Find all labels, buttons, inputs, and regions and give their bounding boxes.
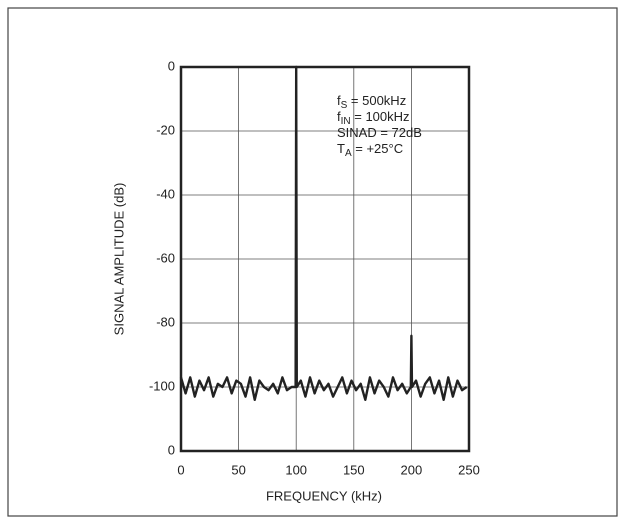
x-axis-label: FREQUENCY (kHz) bbox=[266, 488, 382, 503]
annotation-subscript: A bbox=[345, 148, 352, 159]
annotation-symbol: SINAD bbox=[337, 125, 377, 140]
x-tick-label: 150 bbox=[343, 462, 365, 477]
annotation-symbol: f bbox=[337, 93, 341, 108]
y-axis-label: SIGNAL AMPLITUDE (dB) bbox=[111, 183, 126, 336]
annotation: fS = 500kHz bbox=[337, 93, 406, 110]
x-tick-label: 250 bbox=[458, 462, 480, 477]
signal-line bbox=[179, 65, 468, 401]
x-tick-label: 50 bbox=[231, 462, 245, 477]
annotation-text: = 100kHz bbox=[351, 109, 410, 124]
plot-border bbox=[179, 65, 471, 453]
annotation: fIN = 100kHz bbox=[337, 109, 410, 126]
y-tick-label: 0 bbox=[168, 442, 175, 457]
annotation-subscript: S bbox=[341, 100, 348, 111]
annotation: SINAD = 72dB bbox=[337, 125, 422, 140]
annotation-subscript: IN bbox=[341, 116, 351, 127]
y-tick-label: -60 bbox=[156, 250, 175, 265]
y-tick-label: -80 bbox=[156, 314, 175, 329]
x-tick-label: 200 bbox=[401, 462, 423, 477]
annotation-text: = 500kHz bbox=[347, 93, 406, 108]
annotation-text: = 72dB bbox=[377, 125, 422, 140]
annotation-text: = +25°C bbox=[352, 141, 403, 156]
annotation-symbol: f bbox=[337, 109, 341, 124]
annotation-symbol: T bbox=[337, 141, 345, 156]
frame bbox=[7, 7, 618, 517]
y-tick-label: 0 bbox=[168, 58, 175, 73]
annotation: TA = +25°C bbox=[337, 141, 403, 158]
y-tick-label: -20 bbox=[156, 122, 175, 137]
y-tick-label: -100 bbox=[149, 378, 175, 393]
x-tick-label: 100 bbox=[285, 462, 307, 477]
y-tick-label: -40 bbox=[156, 186, 175, 201]
x-tick-label: 0 bbox=[177, 462, 184, 477]
